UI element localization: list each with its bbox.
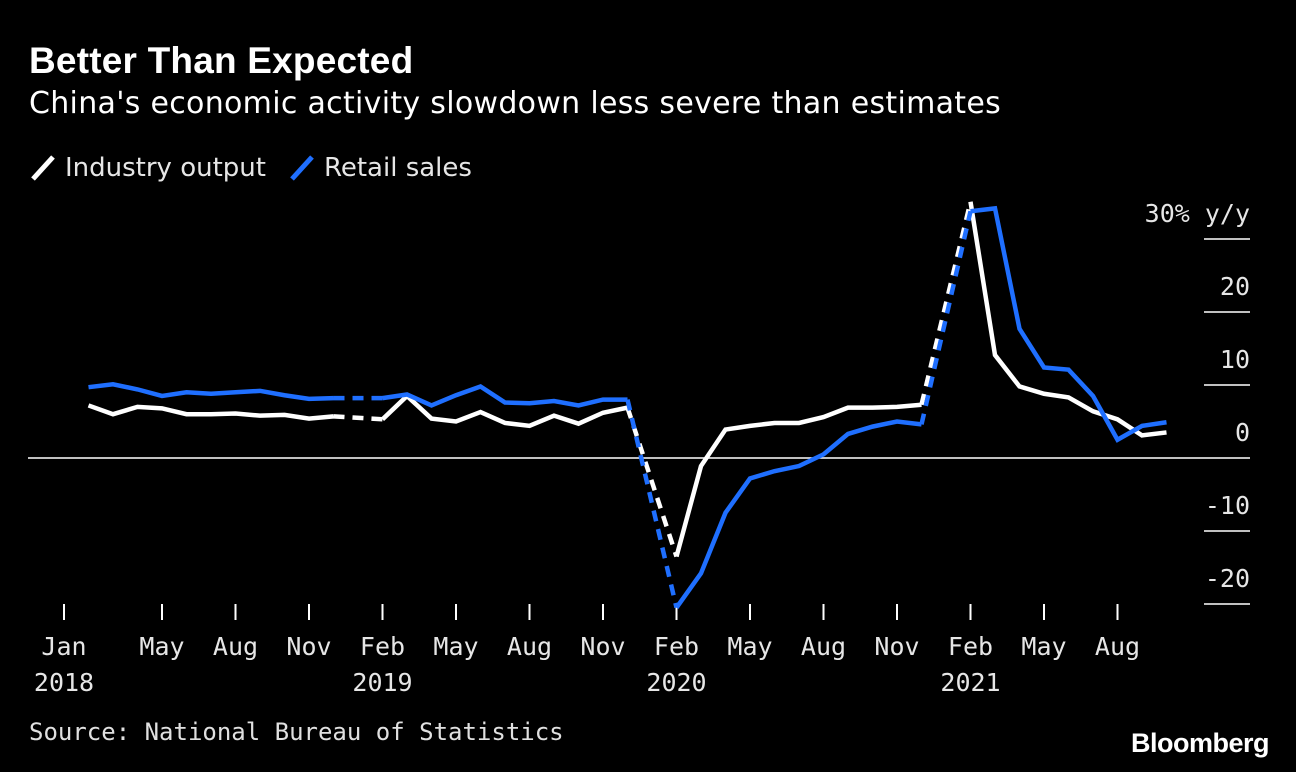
x-tick-label: Nov [286, 632, 331, 661]
y-tick-label: -10 [1205, 491, 1250, 520]
series-line-retail-sales [88, 381, 334, 402]
series-line-retail-sales [970, 205, 1167, 443]
series-gap-industry-output [919, 201, 973, 406]
y-tick-label: 0 [1235, 418, 1250, 447]
legend-item-industry: Industry output [29, 153, 266, 183]
x-tick-label: Jan [41, 632, 86, 661]
series-gap-industry-output [333, 414, 383, 422]
x-tick-label: May [1021, 632, 1066, 661]
x-tick-label: Nov [580, 632, 625, 661]
chart-legend: Industry output Retail sales [29, 150, 472, 186]
x-tick-label: Feb [654, 632, 699, 661]
legend-item-retail: Retail sales [288, 153, 472, 183]
x-tick-label: Aug [213, 632, 258, 661]
y-tick-label: 10 [1220, 345, 1250, 374]
chart-title: Better Than Expected [29, 40, 414, 81]
x-tick-label: Aug [507, 632, 552, 661]
x-tick-label: May [433, 632, 478, 661]
x-year-label: 2018 [34, 668, 94, 697]
series-gap-retail-sales [919, 210, 973, 425]
x-tick-label: Nov [874, 632, 919, 661]
x-year-label: 2021 [940, 668, 1000, 697]
series-line-industry-output [674, 402, 922, 558]
x-axis: Jan 2018 May Aug Nov Feb 2019 May Aug Nov Feb 2020 M… [34, 604, 1140, 697]
series-line-retail-sales [674, 419, 922, 609]
y-tick-label: 20 [1220, 272, 1250, 301]
legend-swatch-industry [31, 155, 55, 181]
series-line-retail-sales [382, 383, 628, 408]
chart-subtitle: China's economic activity slowdown less … [29, 86, 1002, 121]
series-gap-industry-output [625, 406, 679, 558]
series-gap-retail-sales [625, 399, 679, 609]
y-axis: 30% y/y 20 10 0 -10 -20 [28, 199, 1250, 605]
series-layer [87, 201, 1167, 609]
y-tick-label: 30% y/y [1145, 199, 1250, 228]
series-line-industry-output [380, 392, 628, 429]
x-tick-label: May [727, 632, 772, 661]
x-tick-label: Feb [948, 632, 993, 661]
legend-label-industry: Industry output [65, 153, 266, 183]
x-tick-label: May [139, 632, 184, 661]
y-tick-label: -20 [1205, 564, 1250, 593]
bloomberg-logo: Bloomberg [1130, 728, 1270, 758]
x-year-label: 2019 [352, 668, 412, 697]
series-line-industry-output [87, 403, 334, 421]
legend-swatch-retail [290, 155, 314, 181]
x-tick-label: Aug [801, 632, 846, 661]
legend-label-retail: Retail sales [323, 153, 472, 183]
source-note: Source: National Bureau of Statistics [29, 718, 564, 746]
series-retail-sales [88, 205, 1167, 609]
x-tick-label: Feb [360, 632, 405, 661]
x-tick-label: Aug [1095, 632, 1140, 661]
x-year-label: 2020 [646, 668, 706, 697]
